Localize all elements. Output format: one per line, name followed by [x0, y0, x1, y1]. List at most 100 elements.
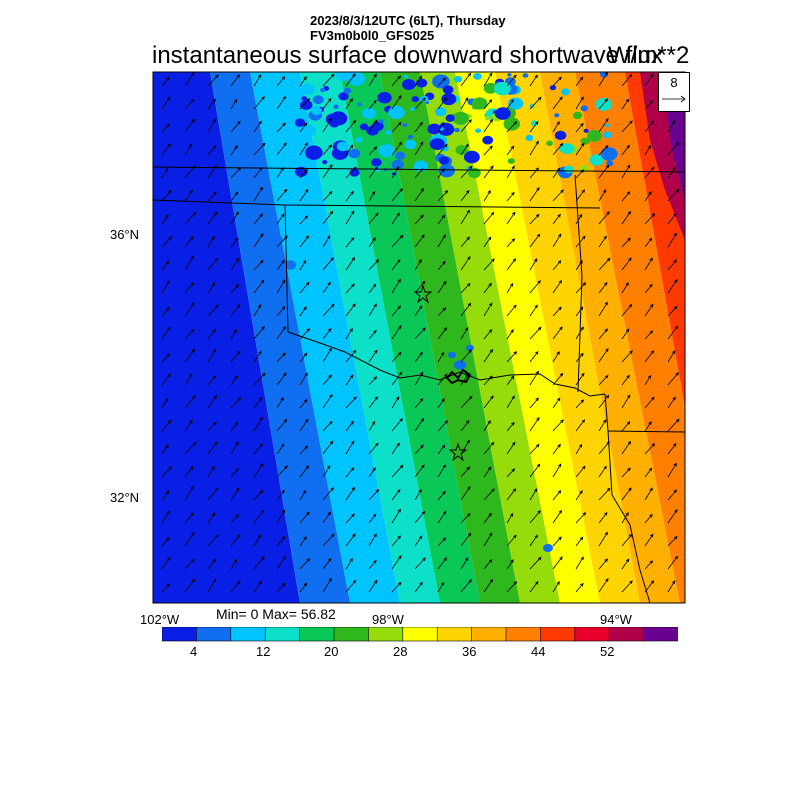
wind-vector — [621, 98, 630, 110]
wind-vector-head — [397, 305, 402, 310]
wind-vector — [368, 120, 378, 133]
wind-vector-head — [441, 398, 445, 402]
wind-vector-head — [189, 373, 193, 377]
wind-vector-head — [215, 304, 219, 309]
wind-vector — [299, 235, 309, 248]
wind-vector-head — [235, 514, 240, 518]
wind-vector — [368, 421, 376, 432]
cloud-patch — [377, 91, 392, 104]
wind-vector-head — [579, 490, 583, 494]
cloud-patch — [546, 140, 553, 146]
wind-vector-head — [259, 489, 264, 494]
wind-vector — [391, 418, 403, 432]
cloud-patch — [413, 160, 429, 172]
wind-vector — [299, 399, 308, 409]
wind-vector — [483, 395, 494, 409]
wind-vector — [184, 302, 195, 317]
wind-vector — [598, 441, 610, 455]
wind-vector — [368, 533, 377, 547]
wind-vector — [161, 260, 170, 271]
wind-vector — [299, 122, 308, 133]
wind-vector-head — [305, 235, 310, 239]
wind-vector-head — [349, 328, 353, 332]
wind-vector-head — [580, 96, 584, 101]
wind-vector-head — [489, 578, 494, 583]
wind-vector-head — [560, 419, 564, 424]
wind-vector-head — [465, 143, 469, 148]
wind-vector-head — [649, 487, 653, 492]
wind-vector-head — [164, 167, 169, 172]
wind-vector — [184, 119, 196, 133]
wind-vector — [460, 396, 473, 409]
wind-vector — [184, 256, 194, 271]
wind-vector-head — [281, 489, 285, 494]
wind-vector — [368, 100, 377, 110]
wind-vector-head — [420, 214, 424, 219]
wind-vector-head — [648, 237, 653, 242]
cloud-patch — [448, 351, 456, 359]
wind-vector — [184, 99, 195, 110]
wind-vector — [667, 463, 677, 478]
wind-vector-head — [650, 350, 655, 354]
wind-vector-head — [488, 99, 493, 103]
wind-vector-head — [306, 98, 311, 102]
wind-vector — [621, 375, 630, 386]
wind-vector — [299, 215, 308, 225]
wind-vector — [552, 490, 562, 501]
wind-vector — [322, 512, 331, 524]
wind-vector-head — [237, 167, 242, 171]
wind-vector-head — [419, 121, 423, 126]
wind-vector — [391, 372, 403, 386]
wind-vector-head — [580, 556, 584, 561]
wind-vector-head — [214, 211, 218, 216]
cloud-patch — [403, 74, 409, 79]
wind-vector — [345, 73, 356, 87]
wind-vector-head — [603, 419, 607, 423]
wind-vector — [529, 75, 538, 87]
wind-vector-head — [649, 283, 653, 288]
wind-vector — [391, 465, 404, 478]
wind-vector — [230, 191, 239, 202]
wind-vector — [667, 397, 676, 409]
wind-vector — [322, 374, 332, 386]
wind-vector — [598, 395, 610, 409]
wind-vector-head — [398, 371, 403, 376]
wind-vector-head — [352, 119, 357, 124]
wind-vector-head — [604, 328, 609, 333]
wind-vector-head — [535, 370, 539, 375]
wind-vector — [506, 559, 514, 570]
wind-vector — [529, 444, 540, 455]
wind-vector-head — [674, 509, 678, 513]
wind-vector — [575, 282, 586, 294]
wind-vector — [644, 120, 654, 133]
wind-vector — [391, 509, 401, 524]
wind-vector — [207, 282, 216, 294]
wind-vector-head — [165, 490, 170, 495]
wind-vector — [253, 280, 265, 294]
wind-vector — [368, 191, 376, 202]
wind-vector-head — [420, 444, 424, 449]
wind-vector — [460, 440, 470, 455]
wind-vector-head — [373, 146, 378, 150]
wind-vector-head — [261, 142, 266, 147]
wind-vector — [345, 144, 354, 156]
wind-vector-head — [488, 236, 492, 241]
wind-vector-head — [605, 578, 609, 582]
cloud-patch — [357, 102, 362, 107]
wind-vector — [644, 100, 653, 110]
wind-vector-head — [649, 257, 653, 262]
wind-vector — [437, 491, 446, 501]
wind-vector — [276, 443, 285, 455]
wind-vector — [253, 304, 262, 317]
wind-vector — [552, 214, 561, 225]
wind-vector — [276, 76, 286, 87]
wind-vector-head — [582, 282, 587, 286]
cloud-patch — [464, 150, 480, 164]
wind-vector — [391, 142, 403, 156]
wind-vector — [575, 214, 583, 225]
wind-vector — [207, 329, 216, 340]
cloud-patch — [300, 83, 315, 95]
wind-vector — [460, 73, 472, 87]
wind-vector-head — [534, 74, 538, 79]
wind-vector — [276, 582, 286, 593]
